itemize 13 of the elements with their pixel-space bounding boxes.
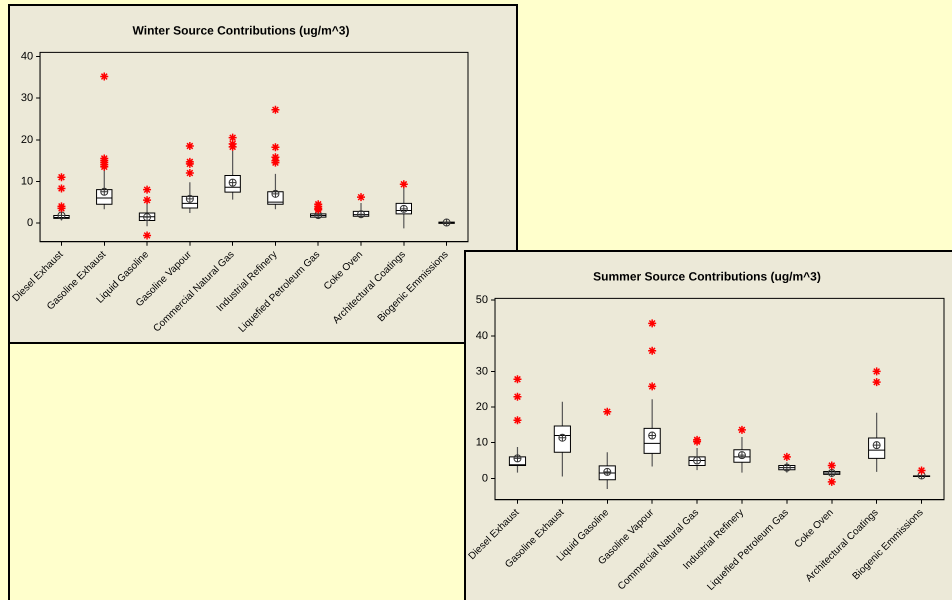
y-tick-label: 20 xyxy=(20,134,34,146)
y-tick-label: 30 xyxy=(20,92,34,104)
y-tick-label: 50 xyxy=(476,294,488,306)
y-tick-label: 40 xyxy=(20,50,34,63)
y-tick-label: 40 xyxy=(476,330,488,342)
y-tick-label: 20 xyxy=(476,401,488,414)
y-tick-label: 10 xyxy=(476,436,488,449)
y-tick-label: 0 xyxy=(26,217,34,229)
chart-title: Summer Source Contributions (ug/m^3) xyxy=(593,270,821,284)
y-tick-label: 10 xyxy=(20,175,34,188)
chart-title: Winter Source Contributions (ug/m^3) xyxy=(132,24,350,38)
y-tick-label: 0 xyxy=(482,472,488,484)
y-tick-label: 30 xyxy=(476,365,488,378)
